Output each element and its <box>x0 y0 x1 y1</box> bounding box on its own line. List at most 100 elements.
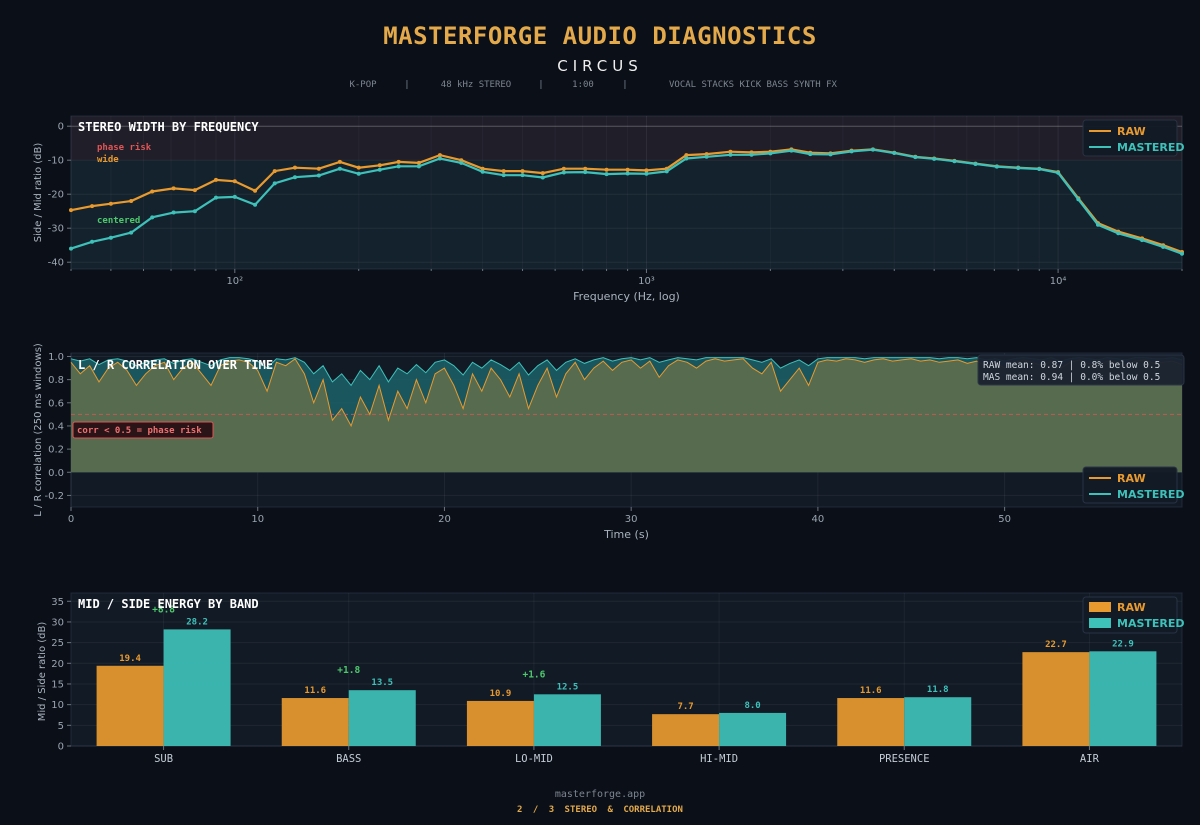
bar-value-label: 12.5 <box>557 682 579 692</box>
legend-label: RAW <box>1117 125 1146 138</box>
data-point <box>150 215 155 220</box>
meta-separator: | <box>404 80 410 90</box>
y-tick-label: 1.0 <box>48 352 64 363</box>
mid-side-plot-area <box>70 592 1183 747</box>
centered-zone <box>71 160 1182 269</box>
data-point <box>356 171 361 176</box>
data-point <box>232 194 237 199</box>
category-label: PRESENCE <box>879 753 930 765</box>
data-point <box>316 173 321 178</box>
stats-line: MAS mean: 0.94 | 0.0% below 0.5 <box>983 372 1160 383</box>
stats-line: RAW mean: 0.87 | 0.8% below 0.5 <box>983 360 1160 371</box>
y-axis-label: Side / Mid ratio (dB) <box>33 143 44 243</box>
data-point <box>396 164 401 169</box>
y-tick-label: 10 <box>51 700 64 711</box>
data-point <box>1056 170 1061 175</box>
data-point <box>913 155 918 160</box>
data-point <box>520 173 525 178</box>
mid-side-energy-chart: 0 5 10 15 20 25 30 35 19.4 28.2 +8.8 SUB 11.6 13.5 +1.… <box>37 592 1185 765</box>
bar-raw <box>1022 652 1090 746</box>
y-tick-label: -10 <box>48 156 64 167</box>
data-point <box>1076 197 1081 202</box>
bar-value-label: 22.7 <box>1045 640 1067 650</box>
footer-site: masterforge.app <box>554 789 646 800</box>
data-point <box>171 210 176 215</box>
data-point <box>1161 244 1166 249</box>
y-tick-label: 25 <box>51 638 64 649</box>
legend-label: RAW <box>1117 601 1146 614</box>
data-point <box>625 167 630 172</box>
meta-separator: | <box>622 80 628 90</box>
data-point <box>356 165 361 170</box>
data-point <box>480 169 485 174</box>
x-axis-label: Time (s) <box>603 528 649 541</box>
data-point <box>664 169 669 174</box>
data-point <box>377 167 382 172</box>
data-point <box>292 165 297 170</box>
bar-raw <box>837 698 905 746</box>
data-point <box>789 148 794 153</box>
y-tick-label: -20 <box>48 190 64 201</box>
data-point <box>192 188 197 193</box>
meta-duration: 1:00 <box>572 80 594 90</box>
y-tick-label: -40 <box>48 258 64 269</box>
data-point <box>540 171 545 176</box>
legend-label: MASTERED <box>1117 141 1185 154</box>
data-point <box>1180 251 1184 256</box>
bar-mastered <box>1089 651 1157 746</box>
data-point <box>1140 238 1145 243</box>
data-point <box>171 186 176 191</box>
data-point <box>316 166 321 171</box>
data-point <box>437 156 442 161</box>
bar-raw <box>652 714 720 746</box>
bar-value-label: 11.6 <box>304 686 326 696</box>
data-point <box>213 195 218 200</box>
bar-value-label: 19.4 <box>119 654 141 664</box>
data-point <box>69 246 73 251</box>
bar-value-label: 8.0 <box>744 701 760 711</box>
data-point <box>684 156 689 161</box>
page-title: MASTERFORGE AUDIO DIAGNOSTICS <box>383 22 817 50</box>
category-label: SUB <box>154 753 173 765</box>
data-point <box>150 189 155 194</box>
meta-genre: K-POP <box>349 80 377 90</box>
bar-mastered <box>533 694 601 746</box>
footer-page: 2 / 3 STEREO & CORRELATION <box>517 805 683 815</box>
x-tick-label: 40 <box>812 514 825 525</box>
data-point <box>952 159 957 164</box>
data-point <box>337 159 342 164</box>
data-point <box>1016 166 1021 171</box>
category-label: HI-MID <box>700 753 738 765</box>
chart-title: STEREO WIDTH BY FREQUENCY <box>78 120 259 134</box>
y-tick-label: 0.2 <box>48 445 64 456</box>
data-point <box>749 152 754 157</box>
x-tick-label: 10 <box>251 514 264 525</box>
data-point <box>108 201 113 206</box>
y-tick-label: 0.0 <box>48 468 64 479</box>
category-label: AIR <box>1080 753 1100 765</box>
correlation-chart: 0 10 20 30 40 50 1.0 0.8 0.6 0.4 0.2 0.0 -0.2 corr < … <box>33 343 1185 541</box>
y-tick-label: 0 <box>58 742 64 753</box>
data-point <box>583 166 588 171</box>
bar-mastered <box>719 712 787 746</box>
data-point <box>437 153 442 158</box>
y-tick-label: -30 <box>48 224 64 235</box>
delta-label: +8.8 <box>152 604 175 615</box>
y-tick-label: 30 <box>51 617 64 628</box>
data-point <box>90 204 95 209</box>
data-point <box>973 161 978 166</box>
data-point <box>561 166 566 171</box>
data-point <box>69 208 73 213</box>
data-point <box>870 147 875 152</box>
data-point <box>561 170 566 175</box>
meta-instruments: VOCAL STACKS KICK BASS SYNTH FX <box>669 80 837 90</box>
y-axis-label: Mid / Side ratio (dB) <box>37 622 48 722</box>
y-axis-label: L / R correlation (250 ms windows) <box>33 343 44 517</box>
threshold-label: corr < 0.5 = phase risk <box>77 425 202 436</box>
data-point <box>416 160 421 165</box>
bar-value-label: 7.7 <box>677 702 693 712</box>
data-point <box>604 172 609 177</box>
data-point <box>396 159 401 164</box>
x-tick-label: 10³ <box>638 276 655 287</box>
